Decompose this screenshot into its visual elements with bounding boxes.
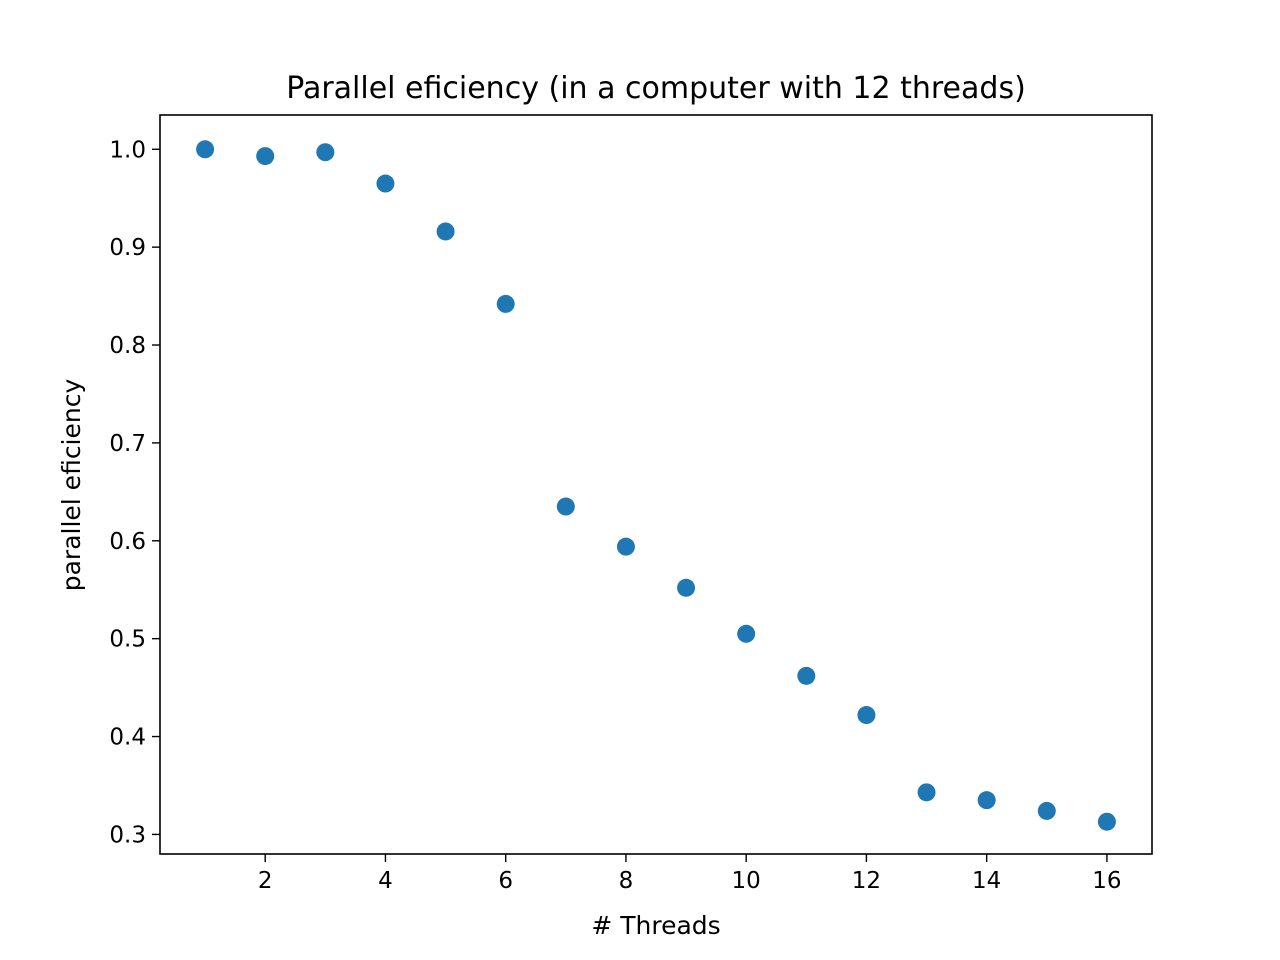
data-point — [316, 143, 335, 162]
data-point — [616, 537, 635, 556]
data-point — [857, 706, 876, 725]
y-tick-label: 0.4 — [109, 725, 146, 751]
y-tick-label: 0.9 — [109, 235, 146, 261]
y-tick-label: 0.8 — [109, 333, 146, 359]
x-tick-label: 6 — [498, 868, 513, 894]
data-point — [256, 147, 275, 166]
y-axis-label: parallel eficiency — [57, 379, 86, 592]
x-tick-label: 8 — [619, 868, 634, 894]
x-tick-label: 16 — [1092, 868, 1121, 894]
data-point — [496, 294, 515, 313]
data-point — [917, 783, 936, 802]
x-axis-label: # Threads — [591, 911, 720, 940]
data-point — [977, 791, 996, 810]
y-tick-label: 0.6 — [109, 529, 146, 555]
y-axis: 0.3 0.4 0.5 0.6 0.7 0.8 0.9 1.0 — [109, 137, 160, 848]
data-point — [556, 497, 575, 516]
data-point — [797, 666, 816, 685]
data-point — [1097, 812, 1116, 831]
x-axis: 2 4 6 8 10 12 14 16 — [258, 854, 1122, 894]
y-tick-label: 0.3 — [109, 822, 146, 848]
x-tick-label: 14 — [972, 868, 1001, 894]
data-point — [1037, 801, 1056, 820]
y-tick-label: 0.5 — [109, 627, 146, 653]
x-tick-label: 12 — [852, 868, 881, 894]
plot-frame — [159, 114, 1153, 855]
data-point — [677, 578, 696, 597]
data-point — [376, 174, 395, 193]
x-tick-label: 4 — [378, 868, 393, 894]
x-tick-label: 2 — [258, 868, 273, 894]
y-tick-label: 0.7 — [109, 431, 146, 457]
y-tick-label: 1.0 — [109, 137, 146, 163]
data-points — [196, 140, 1116, 831]
chart-title: Parallel eficiency (in a computer with 1… — [286, 71, 1026, 106]
data-point — [737, 624, 756, 643]
x-tick-label: 10 — [732, 868, 761, 894]
data-point — [436, 222, 455, 241]
data-point — [196, 140, 215, 159]
